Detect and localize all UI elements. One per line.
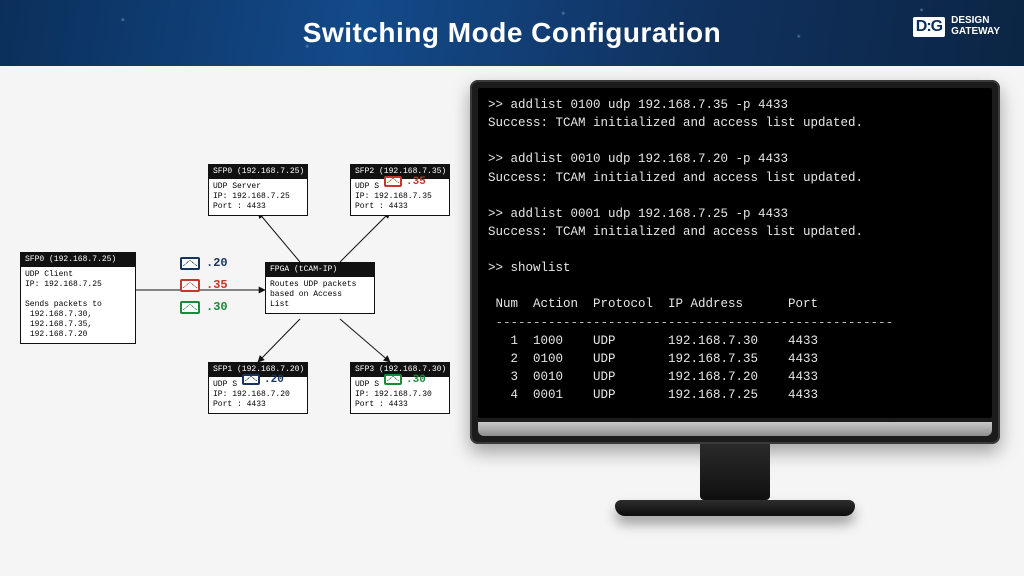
terminal-line: 3 0010 UDP 192.168.7.20 4433: [488, 368, 982, 386]
envelope-icon: [180, 279, 200, 292]
packet-label-text: .20: [206, 256, 228, 270]
terminal-line: >> addlist 0100 udp 192.168.7.35 -p 4433: [488, 96, 982, 114]
terminal-line: Success: TCAM initialized and access lis…: [488, 223, 982, 241]
envelope-label: .20: [264, 374, 284, 386]
envelope-label: .35: [406, 176, 426, 188]
slide-title: Switching Mode Configuration: [303, 17, 721, 49]
brand-logo: D:G DESIGNGATEWAY: [913, 16, 1000, 37]
envelope-label: .30: [406, 374, 426, 386]
terminal-line: 2 0100 UDP 192.168.7.35 4433: [488, 350, 982, 368]
logo-mark: D:G: [913, 17, 945, 37]
packet-label: .30: [180, 300, 228, 314]
envelope-icon: [242, 374, 260, 385]
node-client-header: SFP0 (192.168.7.25): [21, 253, 135, 267]
node-sfp3: SFP3 (192.168.7.30) UDP S IP: 192.168.7.…: [350, 362, 450, 414]
monitor-bezel: >> addlist 0100 udp 192.168.7.35 -p 4433…: [470, 80, 1000, 444]
slide-header: Switching Mode Configuration D:G DESIGNG…: [0, 0, 1024, 66]
envelope-icon: [180, 257, 200, 270]
terminal-line: Success: TCAM initialized and access lis…: [488, 114, 982, 132]
node-sfp0-body: UDP Server IP: 192.168.7.25 Port : 4433: [209, 179, 307, 215]
monitor: >> addlist 0100 udp 192.168.7.35 -p 4433…: [470, 80, 1000, 516]
node-sfp2: SFP2 (192.168.7.35) UDP S IP: 192.168.7.…: [350, 164, 450, 216]
terminal-line: [488, 404, 982, 418]
terminal-line: 4 0001 UDP 192.168.7.25 4433: [488, 386, 982, 404]
node-fpga-header: FPGA (tCAM-IP): [266, 263, 374, 277]
monitor-stand-base: [615, 500, 855, 516]
packet-legend: .20 .35 .30: [180, 256, 228, 322]
packet-label: .35: [180, 278, 228, 292]
terminal-line: >> addlist 0010 udp 192.168.7.20 -p 4433: [488, 150, 982, 168]
terminal-line: [488, 277, 982, 295]
terminal-line: 1 1000 UDP 192.168.7.30 4433: [488, 332, 982, 350]
node-sfp1: SFP1 (192.168.7.20) UDP S IP: 192.168.7.…: [208, 362, 308, 414]
envelope-icon: [384, 374, 402, 385]
monitor-stand-neck: [700, 444, 770, 500]
terminal-line: [488, 132, 982, 150]
terminal-line: >> showlist: [488, 259, 982, 277]
monitor-trim: [478, 422, 992, 436]
envelope-icon: [180, 301, 200, 314]
edge: [258, 319, 300, 362]
terminal-line: Success: TCAM initialized and access lis…: [488, 169, 982, 187]
terminal-line: >> addlist 0001 udp 192.168.7.25 -p 4433: [488, 205, 982, 223]
edge: [258, 212, 300, 262]
edge: [340, 319, 390, 362]
terminal-line: [488, 241, 982, 259]
terminal-line: Num Action Protocol IP Address Port: [488, 295, 982, 313]
packet-label-text: .30: [206, 300, 228, 314]
terminal-line: ----------------------------------------…: [488, 314, 982, 332]
logo-text: DESIGNGATEWAY: [951, 16, 1000, 37]
slide-body: SFP0 (192.168.7.25) UDP Client IP: 192.1…: [0, 66, 1024, 576]
node-sfp0: SFP0 (192.168.7.25) UDP Server IP: 192.1…: [208, 164, 308, 216]
node-client-body: UDP Client IP: 192.168.7.25 Sends packet…: [21, 267, 135, 343]
node-client: SFP0 (192.168.7.25) UDP Client IP: 192.1…: [20, 252, 136, 344]
packet-label-text: .35: [206, 278, 228, 292]
network-diagram: SFP0 (192.168.7.25) UDP Client IP: 192.1…: [0, 66, 460, 576]
envelope-icon: [384, 176, 402, 187]
node-fpga-body: Routes UDP packets based on Access List: [266, 277, 374, 313]
terminal-line: [488, 187, 982, 205]
packet-label: .20: [180, 256, 228, 270]
terminal-screen: >> addlist 0100 udp 192.168.7.35 -p 4433…: [478, 88, 992, 418]
node-sfp0-header: SFP0 (192.168.7.25): [209, 165, 307, 179]
node-fpga: FPGA (tCAM-IP) Routes UDP packets based …: [265, 262, 375, 314]
edge: [340, 212, 390, 262]
